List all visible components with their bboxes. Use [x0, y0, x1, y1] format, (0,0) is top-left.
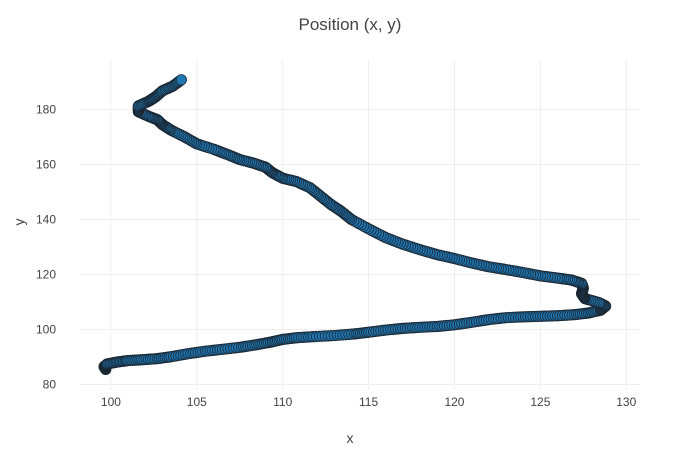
- x-tick-label: 125: [530, 395, 550, 409]
- x-tick-label: 115: [359, 395, 378, 409]
- y-tick-label: 100: [36, 323, 56, 337]
- marker-layer: [98, 74, 612, 375]
- y-tick-label: 140: [36, 213, 56, 227]
- data-point: [175, 74, 187, 86]
- y-axis-label: y: [11, 219, 27, 226]
- x-tick-label: 105: [187, 395, 207, 409]
- y-tick-label: 180: [36, 103, 56, 117]
- y-tick-label: 120: [36, 268, 56, 282]
- tick-label-layer: 100 105 110 115 120 125 130 80 100 120 140 160 180: [36, 103, 637, 410]
- x-axis-label: x: [347, 430, 354, 446]
- x-tick-label: 120: [444, 395, 464, 409]
- x-tick-label: 130: [616, 395, 636, 409]
- chart-title: Position (x, y): [299, 15, 402, 34]
- x-tick-label: 100: [101, 395, 121, 409]
- y-tick-label: 80: [43, 378, 57, 392]
- x-tick-label: 110: [273, 395, 292, 409]
- y-tick-label: 160: [36, 158, 56, 172]
